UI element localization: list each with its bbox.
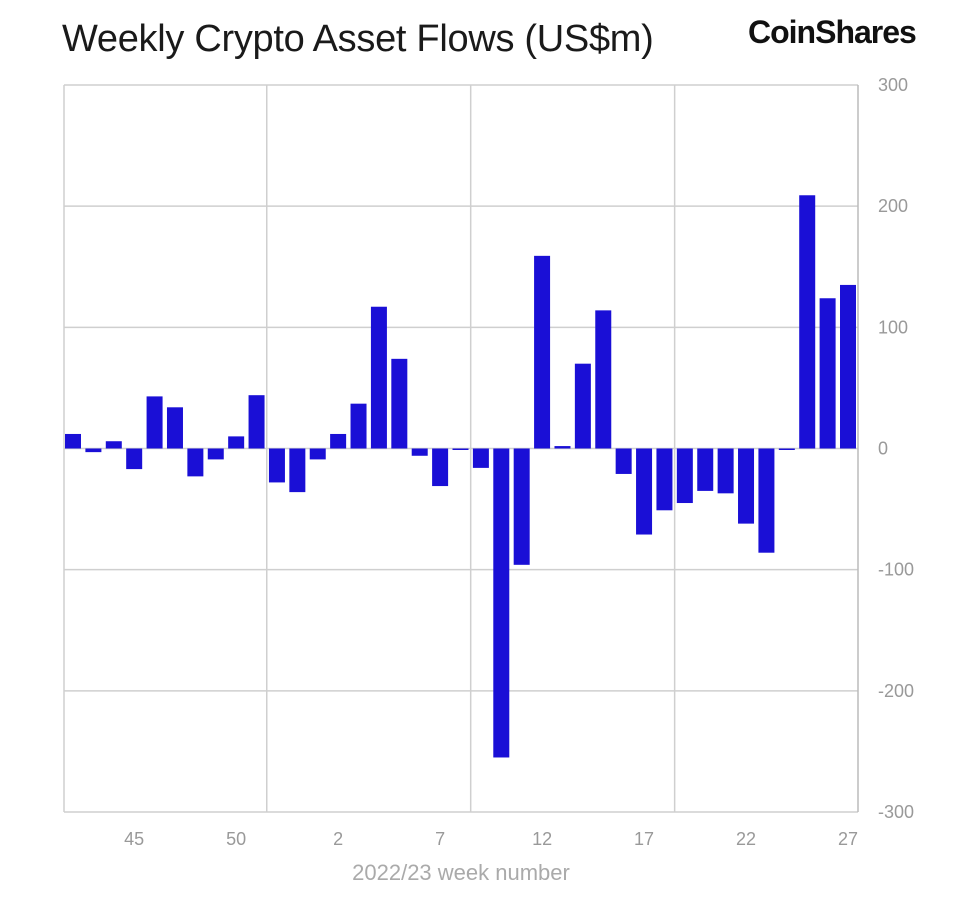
bar-week-23 [758, 448, 775, 553]
y-tick-label: -200 [878, 681, 914, 701]
bars [65, 195, 856, 758]
bar-week-51 [248, 395, 265, 449]
bar-week-20 [697, 448, 714, 491]
bar-week-52 [268, 448, 285, 483]
x-tick-label: 45 [124, 829, 144, 849]
chart-title: Weekly Crypto Asset Flows (US$m) [62, 18, 654, 60]
bar-week-50 [228, 436, 245, 449]
bar-week-9 [472, 448, 489, 468]
y-tick-label: 0 [878, 439, 888, 459]
bar-week-3 [350, 403, 367, 449]
bar-week-22 [738, 448, 755, 524]
bar-week-25 [799, 195, 816, 449]
y-tick-label: -100 [878, 560, 914, 580]
bar-week-17 [636, 448, 653, 535]
bar-week-46 [146, 396, 163, 449]
bar-week-16 [615, 448, 632, 474]
x-axis-label: 2022/23 week number [352, 860, 570, 885]
bar-week-26 [819, 298, 836, 449]
bar-week-47 [166, 407, 183, 449]
bar-week-5 [391, 358, 408, 449]
bar-week-13 [554, 446, 571, 449]
x-tick-label: 50 [226, 829, 246, 849]
bar-week-7 [432, 448, 449, 487]
bar-week-10 [493, 448, 510, 758]
bar-week-8 [452, 448, 469, 450]
bar-week-4 [370, 306, 387, 449]
bar-week-1 [309, 448, 326, 460]
y-tick-label: 300 [878, 75, 908, 95]
bar-week-43 [85, 448, 102, 453]
x-tick-label: 12 [532, 829, 552, 849]
x-tick-label: 27 [838, 829, 858, 849]
bar-week-27 [840, 284, 856, 449]
bar-week-45 [126, 448, 143, 470]
x-tick-label: 22 [736, 829, 756, 849]
y-tick-label: 200 [878, 196, 908, 216]
bar-week-49 [207, 448, 224, 460]
bar-week-15 [595, 310, 612, 449]
coinshares-logo: CoinShares [748, 14, 917, 50]
bar-week-48 [187, 448, 204, 477]
y-tick-label: 100 [878, 317, 908, 337]
bar-week-6 [411, 448, 428, 456]
y-tick-label: -300 [878, 802, 914, 822]
x-axis-ticks: 45 50 2 7 12 17 22 27 [124, 829, 858, 849]
x-tick-label: 2 [333, 829, 343, 849]
bar-week-12 [534, 255, 551, 449]
bar-week-18 [656, 448, 673, 511]
y-axis-ticks: 300 200 100 0 -100 -200 -300 [878, 75, 914, 822]
bar-week-44 [105, 441, 122, 449]
bar-week-19 [676, 448, 693, 504]
bar-week-2 [330, 433, 347, 449]
bar-week-53 [289, 448, 306, 493]
bar-week-11 [513, 448, 530, 565]
bar-week-42 [65, 433, 81, 449]
x-tick-label: 17 [634, 829, 654, 849]
bar-week-14 [574, 363, 591, 449]
bar-week-21 [717, 448, 734, 494]
bar-week-24 [778, 448, 795, 450]
x-tick-label: 7 [435, 829, 445, 849]
